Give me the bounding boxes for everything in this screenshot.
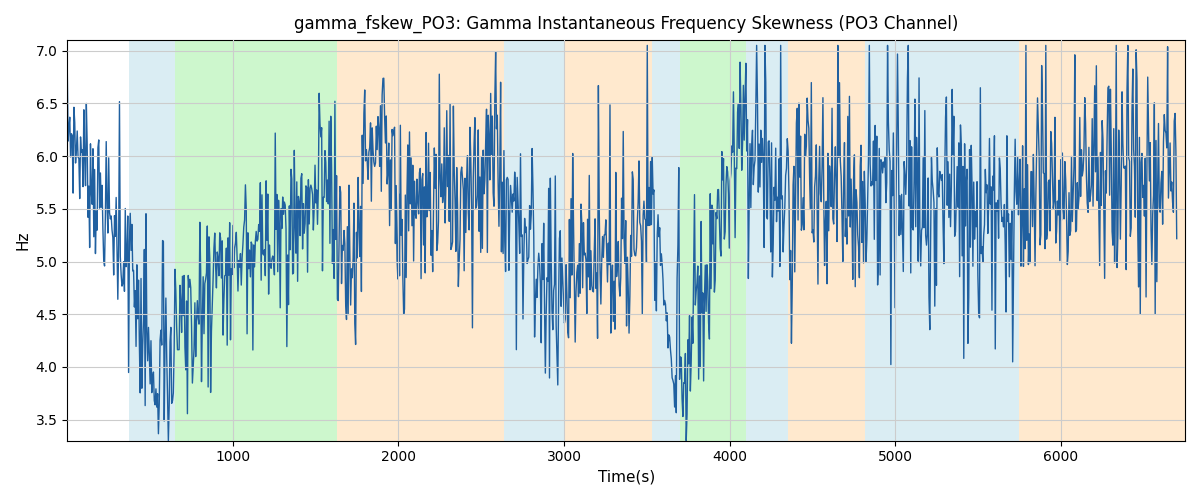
Bar <box>746 40 787 440</box>
Bar <box>337 40 504 440</box>
Bar <box>787 40 865 440</box>
Bar <box>504 40 564 440</box>
Y-axis label: Hz: Hz <box>16 230 30 250</box>
X-axis label: Time(s): Time(s) <box>598 470 655 485</box>
Title: gamma_fskew_PO3: Gamma Instantaneous Frequency Skewness (PO3 Channel): gamma_fskew_PO3: Gamma Instantaneous Fre… <box>294 15 959 34</box>
Bar <box>865 40 1020 440</box>
Bar <box>1020 40 1186 440</box>
Bar <box>680 40 746 440</box>
Bar <box>652 40 680 440</box>
Bar <box>128 40 175 440</box>
Bar <box>175 40 337 440</box>
Bar <box>564 40 652 440</box>
